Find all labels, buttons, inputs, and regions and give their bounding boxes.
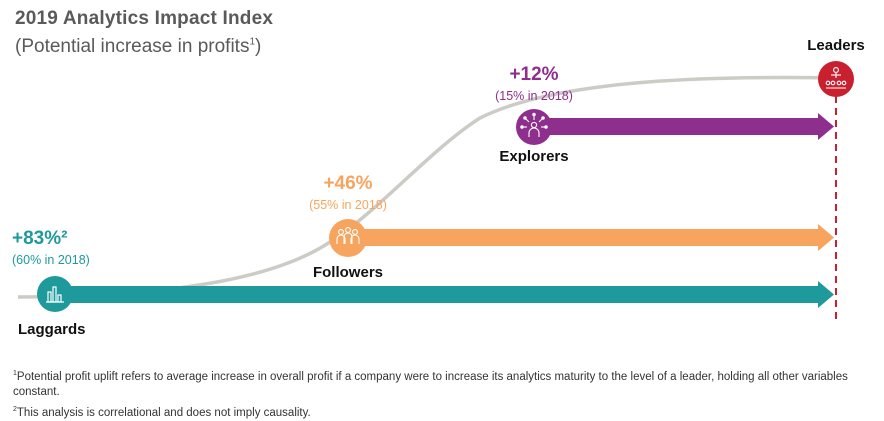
explorers-label: Explorers xyxy=(499,148,568,165)
explorers-node xyxy=(516,109,552,145)
followers-node xyxy=(329,219,367,257)
bar-chart-icon xyxy=(46,286,64,303)
leaders-node xyxy=(818,61,854,97)
footnote-2-marker: 2 xyxy=(13,406,17,413)
laggards-2018-value: (60% in 2018) xyxy=(12,253,90,267)
laggards-node xyxy=(37,276,73,312)
presenter-audience-icon xyxy=(825,67,847,89)
maturity-curve xyxy=(17,75,837,299)
network-person-icon xyxy=(520,112,548,137)
followers-label: Followers xyxy=(313,264,383,281)
footnote-2: 2This analysis is correlational and does… xyxy=(13,402,311,421)
laggards-arrow xyxy=(55,281,834,308)
explorers-arrow xyxy=(534,113,834,140)
explorers-2018-value: (15% in 2018) xyxy=(495,89,573,103)
subtitle-close-paren: ) xyxy=(255,36,262,57)
followers-2018-value: (55% in 2018) xyxy=(309,198,387,212)
laggards-increase: +83%² xyxy=(12,228,67,249)
laggards-label: Laggards xyxy=(18,321,86,338)
subtitle-footnote-ref: 1 xyxy=(249,36,256,48)
followers-increase: +46% xyxy=(323,173,372,194)
chart-title: 2019 Analytics Impact Index xyxy=(15,8,274,29)
footnote-2-text: This analysis is correlational and does … xyxy=(16,407,311,419)
footnote-1: 1Potential profit uplift refers to avera… xyxy=(13,366,873,400)
footnote-1-text: Potential profit uplift refers to averag… xyxy=(13,371,848,398)
explorers-increase: +12% xyxy=(509,64,558,85)
people-group-icon xyxy=(336,227,360,244)
footnote-1-marker: 1 xyxy=(13,370,17,377)
followers-arrow xyxy=(348,224,834,251)
subtitle-text: (Potential increase in profits xyxy=(15,36,250,57)
leaders-label: Leaders xyxy=(807,37,865,54)
chart-subtitle: (Potential increase in profits1) xyxy=(15,36,261,58)
